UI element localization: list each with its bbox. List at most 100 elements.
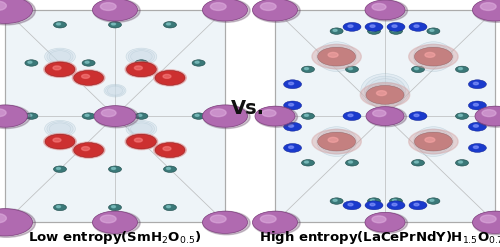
Circle shape [427,198,440,204]
Ellipse shape [420,131,448,152]
Circle shape [425,137,435,142]
Circle shape [154,142,186,158]
Circle shape [155,70,185,85]
Ellipse shape [414,127,453,156]
Ellipse shape [49,123,71,135]
Ellipse shape [322,131,350,152]
Circle shape [138,114,142,116]
Circle shape [387,201,405,210]
Circle shape [195,61,199,63]
Circle shape [166,23,170,25]
Circle shape [458,161,462,163]
Circle shape [304,68,308,70]
Circle shape [365,0,405,20]
Circle shape [348,25,353,27]
Ellipse shape [320,129,354,154]
Circle shape [284,80,302,89]
Circle shape [256,106,298,127]
Circle shape [135,113,148,119]
Circle shape [0,213,6,223]
Circle shape [134,138,142,142]
Circle shape [100,3,116,10]
Circle shape [472,211,500,233]
Circle shape [474,82,478,85]
Circle shape [312,129,362,154]
Circle shape [155,143,185,158]
Circle shape [163,74,171,78]
Circle shape [192,60,205,66]
Circle shape [54,166,66,172]
Circle shape [260,3,276,10]
Circle shape [456,66,468,73]
Circle shape [202,105,248,127]
Circle shape [252,211,298,233]
Circle shape [74,143,104,158]
Circle shape [253,211,300,235]
Circle shape [343,201,361,210]
Circle shape [72,70,105,86]
Circle shape [348,114,353,117]
Ellipse shape [128,49,154,64]
Ellipse shape [368,84,402,106]
Circle shape [164,204,176,211]
Ellipse shape [126,120,157,137]
Circle shape [74,70,104,85]
Circle shape [85,61,89,63]
Circle shape [330,28,343,34]
Circle shape [473,211,500,235]
Ellipse shape [44,120,76,137]
Circle shape [203,0,250,22]
Circle shape [370,199,374,201]
Circle shape [284,144,302,152]
Circle shape [0,209,36,237]
Circle shape [366,107,406,127]
Circle shape [210,109,226,117]
Circle shape [476,106,500,127]
Circle shape [348,161,352,163]
Circle shape [304,161,308,163]
Circle shape [368,198,380,204]
Circle shape [166,167,170,169]
Circle shape [28,61,32,63]
Circle shape [346,113,358,119]
Ellipse shape [317,42,356,71]
Circle shape [85,114,89,116]
Circle shape [456,113,468,119]
Circle shape [28,114,32,116]
Circle shape [414,68,418,70]
Circle shape [328,52,338,57]
Circle shape [333,199,337,201]
Circle shape [330,198,343,204]
Circle shape [387,22,405,31]
Circle shape [343,22,361,31]
Circle shape [108,166,122,172]
Circle shape [25,113,38,119]
Circle shape [253,0,300,22]
Circle shape [44,61,76,77]
Circle shape [93,211,140,235]
Circle shape [348,114,352,116]
Circle shape [365,22,383,31]
Circle shape [72,142,105,158]
Circle shape [262,110,276,117]
Circle shape [284,101,302,110]
Circle shape [425,52,435,57]
Circle shape [56,23,60,25]
Circle shape [302,66,314,73]
Circle shape [318,47,356,66]
Circle shape [302,160,314,166]
Ellipse shape [47,122,73,136]
Circle shape [427,28,440,34]
Circle shape [414,132,453,151]
Circle shape [288,103,294,106]
Ellipse shape [128,122,154,136]
Ellipse shape [49,51,71,62]
Ellipse shape [416,44,450,69]
Circle shape [409,112,427,121]
Ellipse shape [364,76,406,105]
Circle shape [414,47,453,66]
Circle shape [318,132,356,151]
Circle shape [346,66,358,73]
Circle shape [203,105,250,128]
Circle shape [56,167,60,169]
